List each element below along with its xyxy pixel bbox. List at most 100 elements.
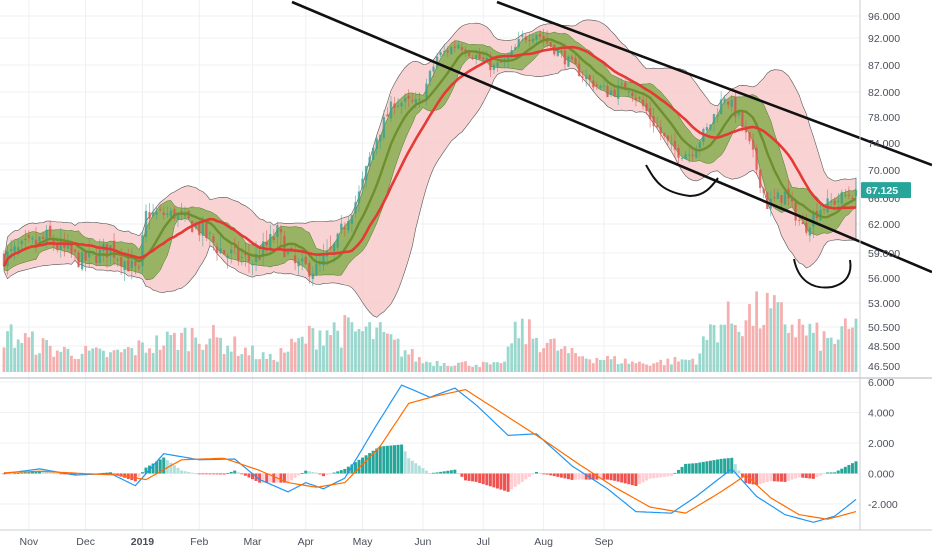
candle-body [727, 101, 730, 105]
macd-histogram-bar [719, 458, 723, 474]
candle-body [510, 50, 513, 57]
macd-histogram-bar [112, 473, 116, 475]
candle-body [666, 135, 670, 141]
macd-histogram-bar [733, 464, 737, 474]
macd-histogram-bar [474, 473, 478, 482]
candle-body [528, 39, 531, 41]
macd-histogram-bar [318, 473, 322, 475]
macd-histogram-bar [687, 463, 691, 474]
candle-body [198, 222, 201, 236]
candle-body [673, 141, 677, 150]
candle-body [439, 52, 442, 56]
candle-body [719, 99, 723, 115]
candle-body [88, 250, 91, 258]
macd-histogram-bar [339, 470, 343, 474]
volume-bar [240, 354, 244, 372]
volume-bar [94, 347, 98, 372]
candle-body [141, 235, 144, 267]
candle-body [407, 95, 410, 99]
macd-histogram-bar [417, 465, 421, 474]
macd-histogram-bar [545, 473, 549, 475]
candle-body [826, 198, 829, 213]
macd-histogram-bar [840, 468, 844, 474]
candle-body [166, 213, 169, 215]
candle-body [457, 44, 460, 49]
macd-histogram-bar [641, 473, 645, 483]
candle-body [716, 114, 719, 117]
candle-body [414, 99, 417, 104]
candle-body [432, 66, 435, 72]
candle-body [517, 39, 520, 47]
candle-body [254, 253, 258, 262]
macd-histogram-bar [272, 473, 276, 483]
macd-histogram-bar [41, 471, 45, 474]
candle-body [357, 191, 361, 203]
volume-bar [648, 365, 652, 372]
volume-bar [630, 361, 634, 372]
candle-body [833, 200, 836, 205]
candle-body [418, 99, 421, 101]
volume-bar [662, 365, 666, 372]
candle-body [130, 260, 133, 269]
macd-histogram-bar [769, 473, 773, 482]
macd-histogram-bar [570, 473, 574, 480]
candle-body [709, 124, 712, 130]
candle-body [183, 213, 187, 217]
macd-histogram-bar [293, 473, 297, 478]
volume-bar [204, 344, 208, 372]
price-axis-tick-label: 62.000 [868, 219, 900, 231]
candle-body [375, 138, 378, 149]
candle-body [485, 57, 488, 61]
volume-bar [478, 367, 482, 372]
candle-body [201, 222, 204, 236]
macd-histogram-bar [478, 473, 482, 483]
volume-bar [552, 338, 556, 372]
macd-histogram-bar [819, 473, 822, 476]
volume-bar [772, 295, 776, 372]
price-axis-tick-label: 96.000 [868, 11, 900, 23]
macd-histogram-bar [833, 472, 837, 474]
candle-body [844, 194, 847, 196]
candle-body [773, 197, 776, 199]
volume-bar [45, 340, 48, 372]
volume-bar [2, 347, 6, 372]
volume-bar [236, 355, 240, 372]
candle-body [396, 105, 400, 107]
candle-body [489, 58, 492, 71]
candle-body [680, 157, 684, 159]
candle-body [577, 63, 581, 77]
candle-body [460, 47, 464, 51]
macd-histogram-bar [172, 465, 176, 474]
macd-histogram-bar [549, 473, 553, 476]
candle-body [38, 236, 41, 242]
candle-body [801, 221, 804, 225]
macd-histogram-bar [708, 460, 712, 474]
candle-body [169, 210, 173, 217]
macd-histogram-bar [794, 473, 798, 479]
volume-bar [836, 339, 840, 372]
candle-body [347, 221, 350, 231]
volume-bar [506, 346, 510, 372]
volume-bar [812, 332, 815, 372]
volume-bar [407, 354, 411, 372]
macd-histogram-bar [598, 473, 602, 480]
volume-bar [254, 359, 258, 372]
candle-body [159, 209, 162, 211]
price-axis-tick-label: 82.000 [868, 87, 900, 99]
volume-bar [652, 363, 656, 372]
volume-bar [55, 350, 59, 372]
volume-bar [343, 315, 347, 372]
volume-bar [599, 359, 602, 372]
volume-bar [726, 301, 730, 372]
candle-body [379, 134, 382, 142]
volume-bar [244, 347, 247, 372]
volume-bar [535, 337, 538, 372]
candle-body [226, 255, 229, 258]
macd-histogram-bar [180, 470, 183, 474]
candle-body [265, 241, 268, 246]
volume-bar [155, 335, 159, 372]
macd-histogram-bar [290, 473, 294, 481]
macd-histogram-bar [311, 471, 315, 474]
macd-histogram-bar [648, 473, 652, 479]
